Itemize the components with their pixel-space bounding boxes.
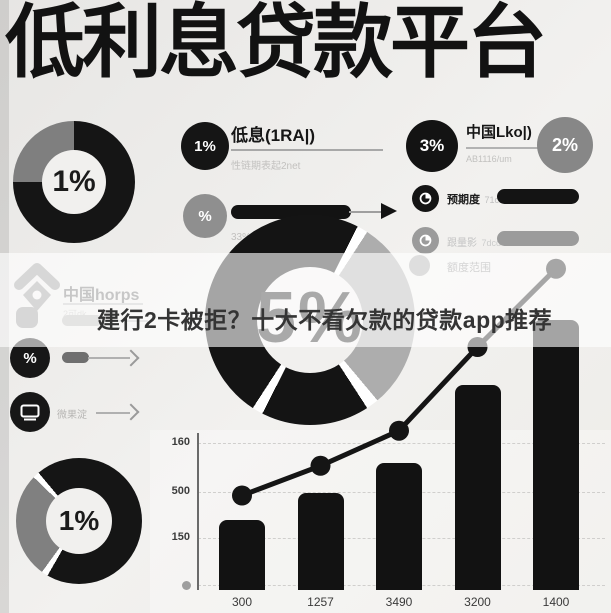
bar [297, 493, 344, 590]
chevron-right-icon [122, 403, 140, 421]
donut-bottom-left-value: 1% [46, 488, 112, 554]
percent-badge-gray: % [183, 194, 227, 238]
low-interest-underline [231, 149, 383, 151]
left-row-2-label: 微果淀 [57, 410, 87, 421]
y-axis-label: 500 [171, 485, 190, 497]
left-row-2-line [96, 412, 130, 414]
y-axis-label: 150 [171, 531, 190, 543]
x-axis-label: 1257 [307, 595, 334, 609]
stat-row-1-label-sub: 71cm [484, 195, 507, 205]
bar [454, 385, 501, 590]
low-interest-heading: 低息(1RA|) [231, 126, 316, 145]
low-interest-badge: 1% [181, 122, 229, 170]
donut-top-left-value: 1% [42, 150, 106, 214]
stat-row-2-label-main: 跟量影 [447, 238, 477, 249]
headline-text: 建行2卡被拒？十大不看欠款的贷款app推荐 [97, 307, 553, 333]
pie-icon [419, 192, 432, 205]
poster-title: 低利息贷款平台 [5, 0, 547, 87]
left-screen-badge [10, 392, 50, 432]
stat-row-2-bar [497, 231, 579, 246]
arrow-shaft [349, 211, 383, 213]
bar-caption: 33% [231, 232, 252, 243]
x-axis-label: 3490 [385, 595, 413, 609]
stat-row-1-pie-icon [412, 185, 439, 212]
monitor-icon [20, 404, 40, 420]
donut-chart-bottom-left: 1% [16, 458, 142, 584]
china-heading: 中国Lko|) [466, 124, 532, 141]
stat-row-2-label: 跟量影 7dcd [447, 233, 501, 251]
low-interest-subtext: 性链期表起2net [231, 161, 301, 172]
left-row-1-bar [62, 352, 89, 363]
stat-row-1-label-main: 预期度 [447, 194, 480, 206]
bar [219, 520, 265, 590]
china-badge-black: 3% [406, 120, 458, 172]
chevron-right-icon [122, 349, 140, 367]
china-badge-gray: 2% [537, 117, 593, 173]
x-axis-label: 1400 [542, 595, 570, 609]
donut-chart-top-left: 1% [13, 121, 135, 243]
china-underline [466, 147, 562, 149]
x-axis-label: 3200 [464, 595, 491, 609]
x-axis-label: 300 [231, 595, 253, 609]
bar [376, 463, 422, 590]
china-subtext: AB1116/um [466, 154, 512, 164]
left-row-1-line [88, 357, 130, 359]
stat-row-1-bar [497, 189, 579, 204]
y-axis-line [197, 433, 199, 590]
y-axis-label: 160 [171, 436, 190, 448]
arrow-right-icon [381, 203, 397, 219]
pie-icon [419, 234, 432, 247]
stat-row-1-label: 预期度 71cm [447, 190, 506, 208]
bar [533, 320, 579, 590]
stat-row-2-pie-icon [412, 227, 439, 254]
stat-row-2-label-sub: 7dcd [481, 238, 501, 248]
axis-origin-dot [182, 581, 191, 590]
